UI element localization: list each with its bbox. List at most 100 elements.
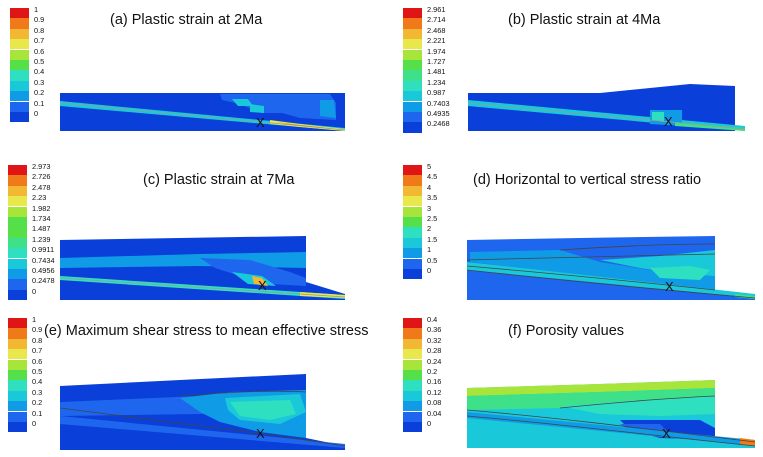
legend-swatch	[403, 18, 422, 29]
legend-swatch	[403, 349, 422, 360]
legend-swatch	[403, 227, 422, 238]
legend-tick-label: 0.4	[427, 315, 438, 324]
panel-e-contour-plot: X	[59, 374, 346, 450]
legend-tick-label: 1.982	[32, 203, 51, 213]
legend-swatch	[8, 269, 27, 280]
legend-swatch	[8, 237, 27, 249]
legend-swatch	[8, 289, 27, 301]
legend-swatch	[403, 328, 422, 339]
legend-swatch	[8, 227, 27, 238]
legend-swatch	[403, 122, 422, 133]
legend-swatch	[10, 70, 29, 81]
legend-tick-label: 0.1	[34, 98, 45, 108]
legend-tick-label: 0.9	[34, 15, 45, 25]
panel-f-title: (f) Porosity values	[508, 323, 625, 339]
legend-swatch	[8, 349, 27, 360]
legend-swatch	[403, 422, 422, 433]
legend-swatch	[10, 112, 29, 123]
legend-tick-label: 1	[34, 5, 39, 14]
legend-swatch	[8, 359, 27, 370]
legend-swatch	[8, 380, 27, 391]
legend-swatch	[8, 248, 27, 259]
marker-x-a: X	[256, 115, 265, 130]
legend-swatch	[403, 8, 422, 19]
legend-swatch	[403, 101, 422, 112]
legend-swatch	[403, 258, 422, 269]
legend-swatch	[403, 60, 422, 71]
legend-tick-label: 0.4956	[32, 266, 55, 275]
legend-swatch	[8, 185, 27, 197]
legend-tick-label: 0.5	[32, 367, 43, 376]
legend-swatch	[403, 390, 422, 402]
legend-swatch	[403, 269, 422, 280]
legend-swatch	[8, 390, 27, 402]
legend-swatch	[10, 8, 29, 19]
legend-tick-label: 2.726	[32, 172, 51, 182]
marker-x-c: X	[258, 278, 267, 293]
legend-tick-label: 2.714	[427, 15, 446, 25]
legend-swatch	[403, 91, 422, 102]
legend-swatch	[8, 422, 27, 433]
legend-tick-label: 0.2478	[32, 276, 55, 286]
legend-swatch	[403, 338, 422, 350]
legend-swatch	[10, 60, 29, 71]
legend-swatch	[8, 165, 27, 176]
legend-swatch	[8, 196, 27, 207]
legend-tick-label: 2.961	[427, 5, 446, 14]
legend-swatch	[8, 217, 27, 228]
legend-tick-label: 2.973	[32, 162, 51, 171]
legend-tick-label: 2.221	[427, 36, 446, 46]
legend-swatch	[403, 237, 422, 249]
legend-tick-label: 4.5	[427, 172, 438, 182]
marker-x-e: X	[256, 426, 265, 441]
legend-swatch	[403, 185, 422, 197]
legend-swatch	[403, 359, 422, 370]
legend-tick-label: 0.6	[32, 356, 43, 366]
legend-tick-label: 1.239	[32, 234, 51, 244]
legend-swatch	[403, 411, 422, 422]
legend-swatch	[10, 18, 29, 29]
legend-tick-label: 0	[427, 266, 432, 275]
legend-tick-label: 1.234	[427, 77, 446, 87]
legend-swatch	[10, 49, 29, 60]
legend-tick-label: 0.4	[32, 377, 43, 387]
legend-tick-label: 0.3	[34, 77, 45, 87]
legend-tick-label: 2.5	[427, 214, 438, 223]
panel-d-contour-plot: X	[466, 236, 756, 300]
legend-tick-label: 2.478	[32, 182, 51, 192]
legend-tick-label: 1.727	[427, 57, 446, 66]
legend-swatch	[403, 112, 422, 123]
legend-swatch	[403, 217, 422, 228]
legend-tick-label: 4	[427, 182, 432, 192]
legend-tick-label: 0.32	[427, 335, 442, 345]
legend-tick-label: 0	[32, 286, 37, 296]
panel-e-title: (e) Maximum shear stress to mean effecti…	[44, 323, 369, 339]
legend-tick-label: 0.5	[427, 255, 438, 265]
panel-a-contour-plot: X	[59, 93, 346, 131]
legend-tick-label: 2.23	[32, 193, 47, 203]
legend-tick-label: 1.974	[427, 46, 446, 56]
legend-swatch	[403, 401, 422, 412]
legend-swatch	[403, 175, 422, 186]
legend-swatch	[403, 49, 422, 60]
legend-tick-label: 0.8	[34, 25, 45, 35]
legend-swatch	[403, 206, 422, 217]
legend-tick-label: 1.487	[32, 224, 51, 234]
legend-tick-label: 2.468	[427, 25, 446, 35]
marker-x-d: X	[665, 279, 674, 294]
legend-tick-label: 0.4935	[427, 109, 450, 118]
legend-swatch	[403, 70, 422, 81]
legend-swatch	[8, 338, 27, 350]
legend-tick-label: 0.36	[427, 325, 442, 335]
legend-tick-label: 0	[427, 419, 432, 428]
legend-swatch	[403, 80, 422, 92]
legend-tick-label: 3.5	[427, 193, 438, 203]
legend-tick-label: 0.1	[32, 408, 43, 418]
legend-tick-label: 0.987	[427, 88, 446, 98]
legend-tick-label: 0.04	[427, 408, 442, 418]
legend-tick-label: 1.481	[427, 67, 446, 77]
legend-swatch	[403, 380, 422, 391]
panel-c-title: (c) Plastic strain at 7Ma	[143, 172, 295, 188]
panel-b-contour-plot: X	[467, 84, 746, 131]
